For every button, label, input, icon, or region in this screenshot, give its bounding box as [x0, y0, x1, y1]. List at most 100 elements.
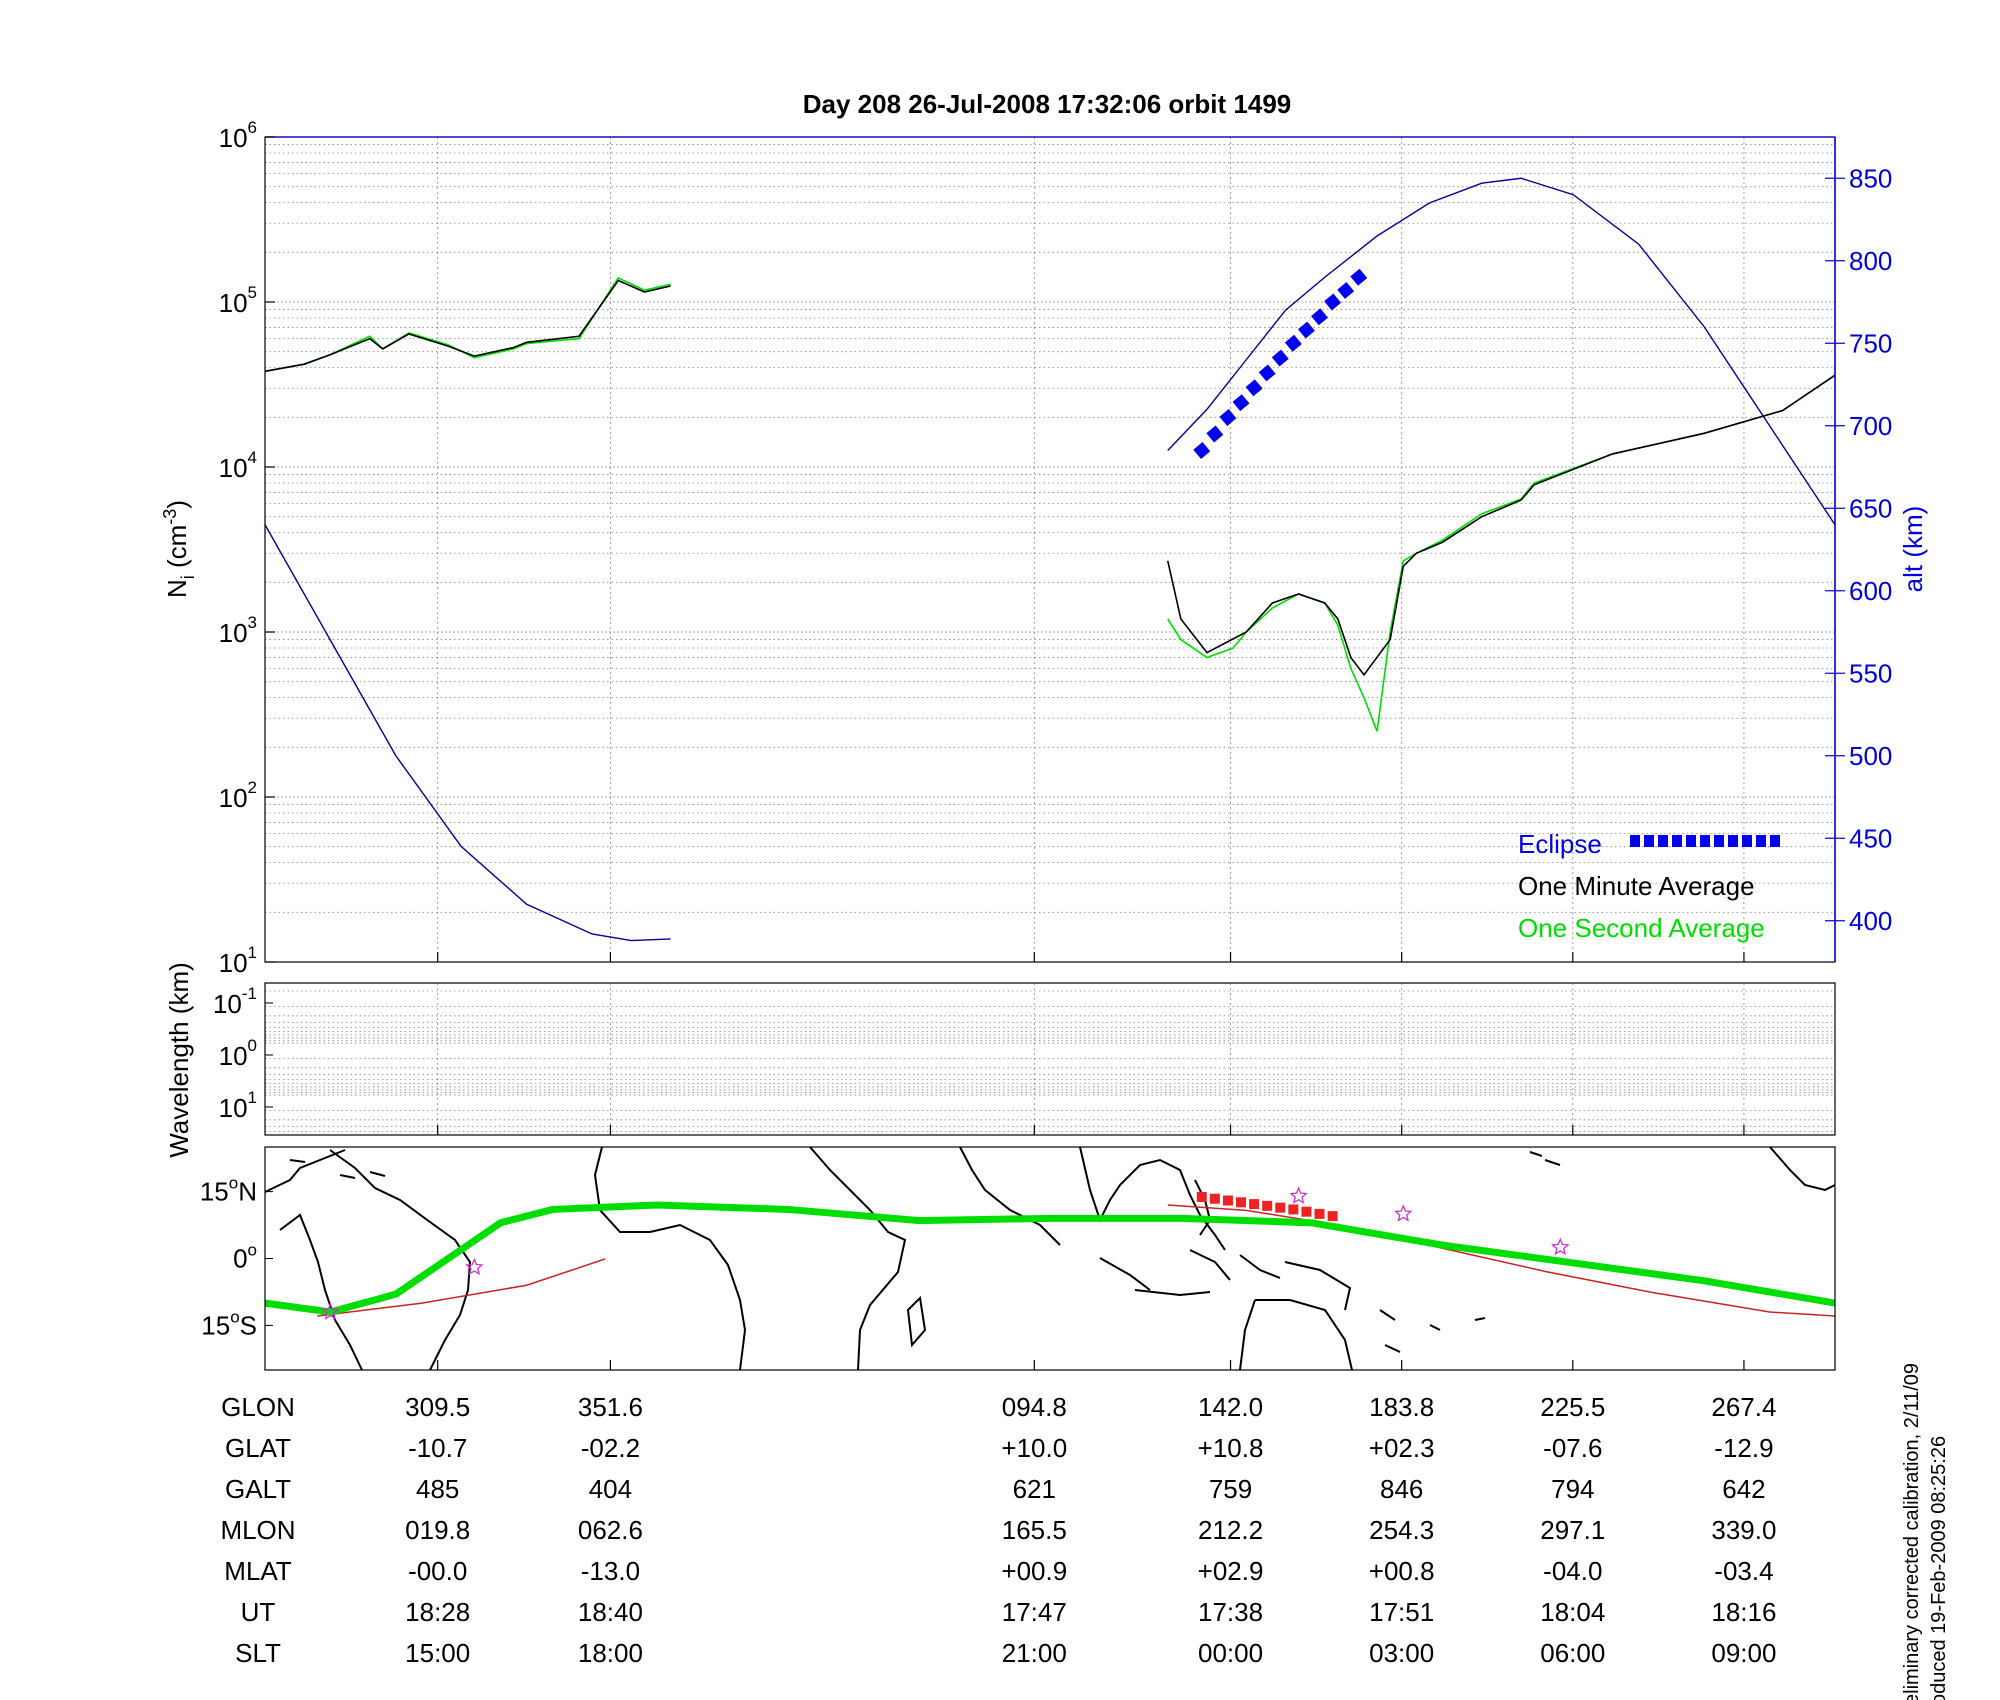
- y-tick-label: 103: [219, 613, 257, 648]
- table-cell: 15:00: [405, 1638, 470, 1668]
- footer-calibration-note: Preliminary corrected calibration, 2/11/…: [1901, 1363, 1923, 1700]
- series-line-one-second-average: [1167, 374, 1836, 732]
- table-row-label: GALT: [225, 1474, 291, 1504]
- map-series: [264, 1186, 1836, 1320]
- table-cell: -00.0: [408, 1556, 467, 1586]
- coastline-indonesia: [1099, 1249, 1352, 1311]
- table-cell: +10.0: [1001, 1433, 1067, 1463]
- wavelength-axis-label: Wavelength (km): [164, 962, 194, 1158]
- eclipse-marker: [1297, 321, 1315, 339]
- latitude-tick-label: 0o: [233, 1241, 257, 1274]
- eclipse-marker: [1206, 425, 1224, 443]
- table-cell: 351.6: [578, 1392, 643, 1422]
- series-line-alt-km-: [264, 524, 671, 942]
- wavelength-plot-border: [264, 982, 1836, 1136]
- y-tick-label: 105: [219, 283, 257, 318]
- y2-tick-label: 550: [1849, 658, 1892, 688]
- coastline-americas: [264, 1149, 472, 1371]
- eclipse-marker: [1350, 268, 1368, 286]
- main-grid: [265, 137, 1835, 963]
- y-tick-base: 10: [219, 453, 248, 483]
- y-tick-base: 10: [219, 948, 248, 978]
- table-cell: 267.4: [1711, 1392, 1776, 1422]
- table-cell: 759: [1209, 1474, 1252, 1504]
- map-eclipse-marker: [1222, 1195, 1233, 1206]
- legend-eclipse-square: [1700, 835, 1710, 847]
- right-axis-ticks: 400 450 500 550 600 650 700 750 800 850: [1825, 163, 1892, 936]
- table-cell: 18:16: [1711, 1597, 1776, 1627]
- map-star-marker: [321, 1302, 340, 1320]
- y2-tick-label: 850: [1849, 163, 1892, 193]
- table-cell: 019.8: [405, 1515, 470, 1545]
- eclipse-marker: [1219, 409, 1237, 426]
- latitude-hemisphere: N: [238, 1177, 257, 1207]
- chart-title: Day 208 26-Jul-2008 17:32:06 orbit 1499: [803, 89, 1292, 119]
- y-label-main: N: [162, 579, 192, 598]
- series-line-one-minute-average: [1166, 374, 1836, 677]
- table-cell: 621: [1013, 1474, 1056, 1504]
- eclipse-marker: [1337, 281, 1355, 299]
- latitude-degree: o: [230, 1307, 239, 1326]
- map-eclipse-marker: [1327, 1211, 1338, 1222]
- y2-tick-label: 700: [1849, 411, 1892, 441]
- table-cell: +10.8: [1198, 1433, 1264, 1463]
- table-cell: 485: [416, 1474, 459, 1504]
- main-plot-frame: [265, 137, 1835, 962]
- eclipse-marker: [1258, 364, 1276, 382]
- table-cell: 21:00: [1002, 1638, 1067, 1668]
- latitude-value: 15: [200, 1177, 229, 1207]
- y-label-sub: i: [178, 575, 198, 579]
- x-tick-marks: [437, 952, 1745, 1370]
- legend-eclipse-square: [1686, 835, 1696, 847]
- y-axis-label: Ni (cm-3): [160, 500, 198, 598]
- table-cell: 00:00: [1198, 1638, 1263, 1668]
- y-tick-label: 106: [219, 118, 257, 153]
- table-cell: -12.9: [1714, 1433, 1773, 1463]
- eclipse-marker: [1324, 293, 1342, 311]
- table-row-label: GLON: [221, 1392, 295, 1422]
- table-row-label: GLAT: [225, 1433, 291, 1463]
- table-cell: 339.0: [1711, 1515, 1776, 1545]
- y2-tick-label: 650: [1849, 493, 1892, 523]
- latitude-degree: o: [229, 1174, 238, 1193]
- coastline-madagascar: [906, 1295, 927, 1348]
- legend: Eclipse One Minute Average One Second Av…: [1518, 829, 1780, 943]
- table-cell: -13.0: [581, 1556, 640, 1586]
- legend-eclipse-square: [1714, 835, 1724, 847]
- eclipse-marker: [1245, 379, 1263, 397]
- y2-tick-label: 400: [1849, 906, 1892, 936]
- latitude-value: 15: [201, 1310, 230, 1340]
- wavelength-tick-exponent: 0: [248, 1036, 257, 1055]
- legend-eclipse-square: [1756, 835, 1766, 847]
- legend-eclipse-square: [1672, 835, 1682, 847]
- latitude-tick-label: 15oN: [200, 1174, 257, 1207]
- legend-second-label: One Second Average: [1518, 913, 1765, 943]
- eclipse-marker: [1271, 349, 1289, 367]
- table-cell: 846: [1380, 1474, 1423, 1504]
- table-cell: -10.7: [408, 1433, 467, 1463]
- y-tick-exponent: 3: [248, 613, 257, 632]
- table-row-label: SLT: [235, 1638, 281, 1668]
- eclipse-marker: [1311, 308, 1328, 326]
- table-cell: 165.5: [1002, 1515, 1067, 1545]
- y-tick-base: 10: [219, 123, 248, 153]
- table-cell: 062.6: [578, 1515, 643, 1545]
- table-cell: +00.8: [1369, 1556, 1435, 1586]
- y-label-unit-post: ): [162, 500, 192, 509]
- table-cell: 09:00: [1711, 1638, 1776, 1668]
- table-cell: 18:40: [578, 1597, 643, 1627]
- table-cell: +00.9: [1001, 1556, 1067, 1586]
- table-cell: 03:00: [1369, 1638, 1434, 1668]
- y-tick-base: 10: [219, 288, 248, 318]
- latitude-degree: o: [248, 1241, 257, 1260]
- table-cell: 254.3: [1369, 1515, 1434, 1545]
- wavelength-tick-label: 10-1: [213, 984, 257, 1019]
- table-cell: 297.1: [1540, 1515, 1605, 1545]
- eclipse-marker: [1193, 442, 1211, 459]
- legend-eclipse-square: [1770, 835, 1780, 847]
- legend-eclipse-marker: [1630, 835, 1780, 847]
- table-row-label: MLAT: [224, 1556, 292, 1586]
- table-cell: 212.2: [1198, 1515, 1263, 1545]
- table-cell: 18:00: [578, 1638, 643, 1668]
